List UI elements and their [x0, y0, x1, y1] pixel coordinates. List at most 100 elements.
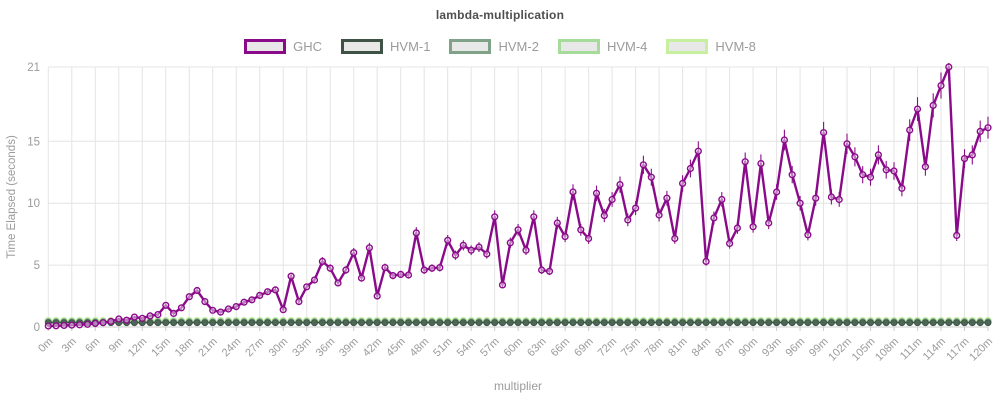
ghc-marker [467, 246, 475, 254]
legend-item-hvm-4[interactable]: HVM-4 [557, 39, 648, 54]
ghc-marker [937, 81, 945, 90]
hvm-1-marker [686, 319, 694, 327]
legend-item-hvm-2[interactable]: HVM-2 [449, 39, 539, 54]
legend-swatch-icon [244, 39, 287, 54]
hvm-1-marker [553, 319, 561, 327]
ghc-marker [843, 140, 851, 148]
ghc-marker [397, 270, 405, 279]
ghc-marker [616, 181, 624, 189]
ghc-marker [898, 184, 906, 192]
x-tick-label: 51m [431, 336, 455, 360]
x-tick-label: 39m [337, 336, 361, 360]
x-tick-label: 12m [126, 336, 150, 360]
ghc-marker [75, 321, 84, 329]
ghc-marker [334, 279, 342, 287]
x-tick-label: 105m [850, 336, 878, 364]
hvm-1-marker [890, 319, 898, 327]
hvm-1-marker [780, 319, 788, 327]
ghc-marker [827, 193, 836, 201]
ghc-marker [162, 301, 170, 309]
ghc-marker [757, 160, 765, 168]
legend-label: HVM-4 [606, 39, 648, 54]
ghc-marker [592, 189, 601, 197]
hvm-1-marker [741, 319, 749, 327]
hvm-1-marker [859, 319, 867, 327]
ghc-marker [953, 231, 961, 240]
x-tick-label: 111m [898, 336, 925, 363]
ghc-marker [733, 224, 742, 232]
hvm-1-marker [318, 319, 326, 327]
legend-item-hvm-8[interactable]: HVM-8 [666, 39, 756, 54]
ghc-marker [248, 296, 256, 304]
ghc-marker [412, 229, 420, 237]
x-tick-label: 108m [873, 336, 901, 364]
ghc-marker [475, 243, 483, 251]
hvm-1-marker [303, 319, 311, 327]
ghc-marker [256, 291, 264, 300]
ghc-marker [107, 317, 115, 326]
x-tick-label: 24m [220, 336, 244, 360]
x-tick-label: 84m [690, 336, 714, 360]
ghc-marker [52, 322, 60, 330]
ghc-marker [217, 308, 225, 316]
hvm-1-marker [796, 319, 804, 327]
hvm-1-marker [240, 319, 248, 327]
hvm-1-marker [506, 319, 514, 327]
hvm-1-marker [546, 319, 553, 327]
ghc-marker [530, 213, 538, 221]
ghc-marker [60, 321, 68, 330]
ghc-marker [224, 305, 233, 313]
ghc-marker [796, 199, 804, 207]
x-tick-label: 21m [196, 336, 220, 360]
hvm-1-marker [718, 319, 726, 327]
hvm-1-marker [757, 319, 765, 327]
hvm-1-marker [624, 319, 632, 327]
ghc-marker [404, 271, 413, 279]
ghc-marker [772, 188, 781, 196]
y-tick-labels: 0 5 10 15 21 [27, 62, 40, 334]
ghc-marker [929, 101, 937, 110]
legend-item-ghc[interactable]: GHC [244, 39, 322, 54]
hvm-1-marker [342, 319, 350, 327]
ghc-marker [451, 251, 460, 259]
x-tick-label: 117m [944, 336, 971, 363]
ghc-marker [154, 311, 162, 319]
hvm-1-marker [452, 319, 459, 327]
ghc-marker [671, 234, 679, 243]
x-tick-marks [47, 327, 989, 331]
x-tick-label: 6m [83, 336, 102, 355]
y-tick-label: 5 [34, 260, 40, 272]
ghc-marker [819, 129, 828, 137]
x-tick-label: 42m [361, 336, 385, 360]
ghc-marker [913, 105, 922, 113]
ghc-marker [310, 276, 319, 284]
ghc-marker [130, 313, 139, 321]
ghc-marker [945, 63, 953, 71]
x-tick-label: 96m [784, 336, 808, 360]
y-tick-label: 0 [34, 322, 40, 334]
ghc-marker [483, 250, 491, 258]
legend-item-hvm-1[interactable]: HVM-1 [341, 39, 430, 54]
ghc-marker [804, 231, 812, 239]
legend-swatch-icon [557, 39, 600, 54]
hvm-1-marker [209, 319, 217, 327]
hvm-1-marker [334, 319, 342, 327]
legend: GHC HVM-1 HVM-2 HVM-4 HVM-8 [0, 39, 1000, 54]
hvm-1-marker [522, 319, 530, 327]
hvm-1-marker [961, 319, 968, 327]
ghc-marker [232, 303, 240, 311]
hvm-1-marker [561, 319, 569, 327]
ghc-marker [318, 257, 327, 266]
ghc-marker [209, 306, 217, 314]
x-tick-label: 57m [478, 336, 502, 360]
ghc-marker [201, 298, 209, 306]
ghc-marker [569, 188, 577, 196]
ghc-marker [303, 283, 311, 291]
hvm-1-marker [256, 319, 264, 327]
y-tick-label: 21 [27, 62, 40, 74]
hvm-1-marker [483, 319, 491, 327]
hvm-1-marker [459, 319, 467, 327]
hvm-1-marker [945, 319, 953, 327]
